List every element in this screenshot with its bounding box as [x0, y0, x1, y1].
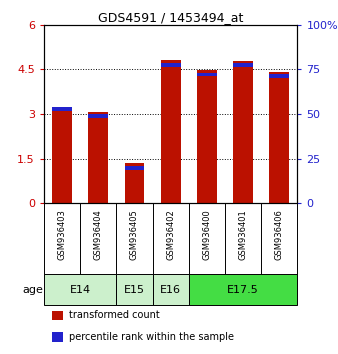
Text: GSM936403: GSM936403	[57, 209, 67, 260]
Bar	[161, 59, 180, 204]
Text: E14: E14	[70, 285, 91, 295]
Bar	[269, 72, 289, 204]
Bar	[161, 63, 180, 67]
FancyBboxPatch shape	[44, 274, 116, 306]
Bar	[124, 166, 144, 170]
Bar	[197, 70, 217, 204]
Text: GSM936401: GSM936401	[239, 209, 248, 260]
Bar	[88, 114, 108, 118]
Text: GSM936404: GSM936404	[94, 209, 103, 260]
Text: GSM936405: GSM936405	[130, 209, 139, 260]
Bar	[88, 112, 108, 204]
Bar	[233, 61, 253, 204]
Bar	[233, 63, 253, 67]
Bar	[51, 311, 63, 320]
Bar	[197, 73, 217, 76]
Text: transformed count: transformed count	[69, 310, 160, 320]
Bar	[51, 332, 63, 342]
Text: E15: E15	[124, 285, 145, 295]
Text: percentile rank within the sample: percentile rank within the sample	[69, 332, 234, 342]
FancyBboxPatch shape	[116, 274, 152, 306]
Title: GDS4591 / 1453494_at: GDS4591 / 1453494_at	[98, 11, 243, 24]
Bar	[52, 108, 72, 204]
Bar	[269, 74, 289, 78]
Text: age: age	[22, 285, 43, 295]
FancyBboxPatch shape	[189, 274, 297, 306]
Text: E16: E16	[160, 285, 181, 295]
Text: GSM936406: GSM936406	[275, 209, 284, 260]
Text: GSM936402: GSM936402	[166, 209, 175, 260]
FancyBboxPatch shape	[152, 274, 189, 306]
Bar	[52, 107, 72, 111]
Text: GSM936400: GSM936400	[202, 209, 211, 260]
Bar	[124, 163, 144, 204]
Text: E17.5: E17.5	[227, 285, 259, 295]
